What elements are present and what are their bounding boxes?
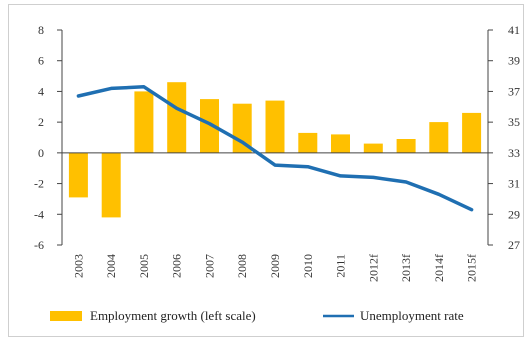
bar-2003 bbox=[68, 152, 88, 198]
bars-layer bbox=[68, 82, 482, 218]
bar-2014f bbox=[429, 122, 449, 153]
x-tick-label: 2005 bbox=[137, 254, 151, 278]
right-tick-label: 33 bbox=[508, 146, 520, 160]
left-tick-label: 0 bbox=[38, 146, 44, 160]
bar-2009 bbox=[265, 100, 285, 153]
x-tick-label: 2014f bbox=[432, 254, 446, 282]
bar-2007 bbox=[200, 99, 219, 153]
x-tick-label: 2011 bbox=[334, 254, 348, 278]
x-tick-label: 2009 bbox=[268, 254, 282, 278]
left-tick-label: 6 bbox=[38, 54, 44, 68]
left-tick-label: 8 bbox=[38, 23, 44, 37]
chart-frame bbox=[8, 4, 524, 337]
unemployment-line bbox=[76, 85, 474, 212]
ticks-layer: -6 -4 -2 0 2 4 6 8 27 29 31 33 35 37 39 41 2003 2004 2005 2… bbox=[34, 23, 520, 282]
legend-bar-label: Employment growth (left scale) bbox=[90, 308, 256, 323]
bar-2013f bbox=[396, 139, 416, 153]
legend-bar-swatch bbox=[50, 311, 82, 321]
bar-2015f bbox=[462, 112, 482, 153]
bar-2010 bbox=[298, 132, 318, 153]
right-tick-label: 41 bbox=[508, 23, 520, 37]
legend-line-label: Unemployment rate bbox=[360, 308, 464, 323]
right-tick-label: 35 bbox=[508, 115, 520, 129]
left-tick-label: -6 bbox=[34, 238, 44, 252]
line-layer bbox=[76, 85, 474, 212]
x-tick-label: 2003 bbox=[71, 254, 85, 278]
left-tick-label: -4 bbox=[34, 207, 44, 221]
bar-2004 bbox=[101, 152, 121, 218]
x-tick-label: 2010 bbox=[301, 254, 315, 278]
left-tick-label: -2 bbox=[34, 177, 44, 191]
x-tick-label: 2015f bbox=[465, 254, 479, 282]
legend: Employment growth (left scale) Unemploym… bbox=[50, 308, 464, 323]
x-tick-label: 2004 bbox=[104, 254, 118, 278]
left-tick-label: 4 bbox=[38, 84, 44, 98]
right-tick-label: 29 bbox=[508, 207, 520, 221]
left-tick-label: 2 bbox=[38, 115, 44, 129]
axes-layer bbox=[61, 30, 489, 245]
bar-2011 bbox=[331, 134, 350, 153]
right-tick-label: 31 bbox=[508, 177, 520, 191]
right-tick-label: 39 bbox=[508, 54, 520, 68]
right-tick-label: 37 bbox=[508, 84, 520, 98]
bar-2012f bbox=[363, 143, 383, 153]
x-tick-label: 2013f bbox=[399, 254, 413, 282]
x-tick-label: 2008 bbox=[235, 254, 249, 278]
bar-2005 bbox=[134, 91, 154, 153]
x-tick-label: 2012f bbox=[366, 254, 380, 282]
right-tick-label: 27 bbox=[508, 238, 520, 252]
x-tick-label: 2007 bbox=[202, 254, 216, 278]
bar-2006 bbox=[167, 82, 187, 153]
x-tick-label: 2006 bbox=[170, 254, 184, 278]
